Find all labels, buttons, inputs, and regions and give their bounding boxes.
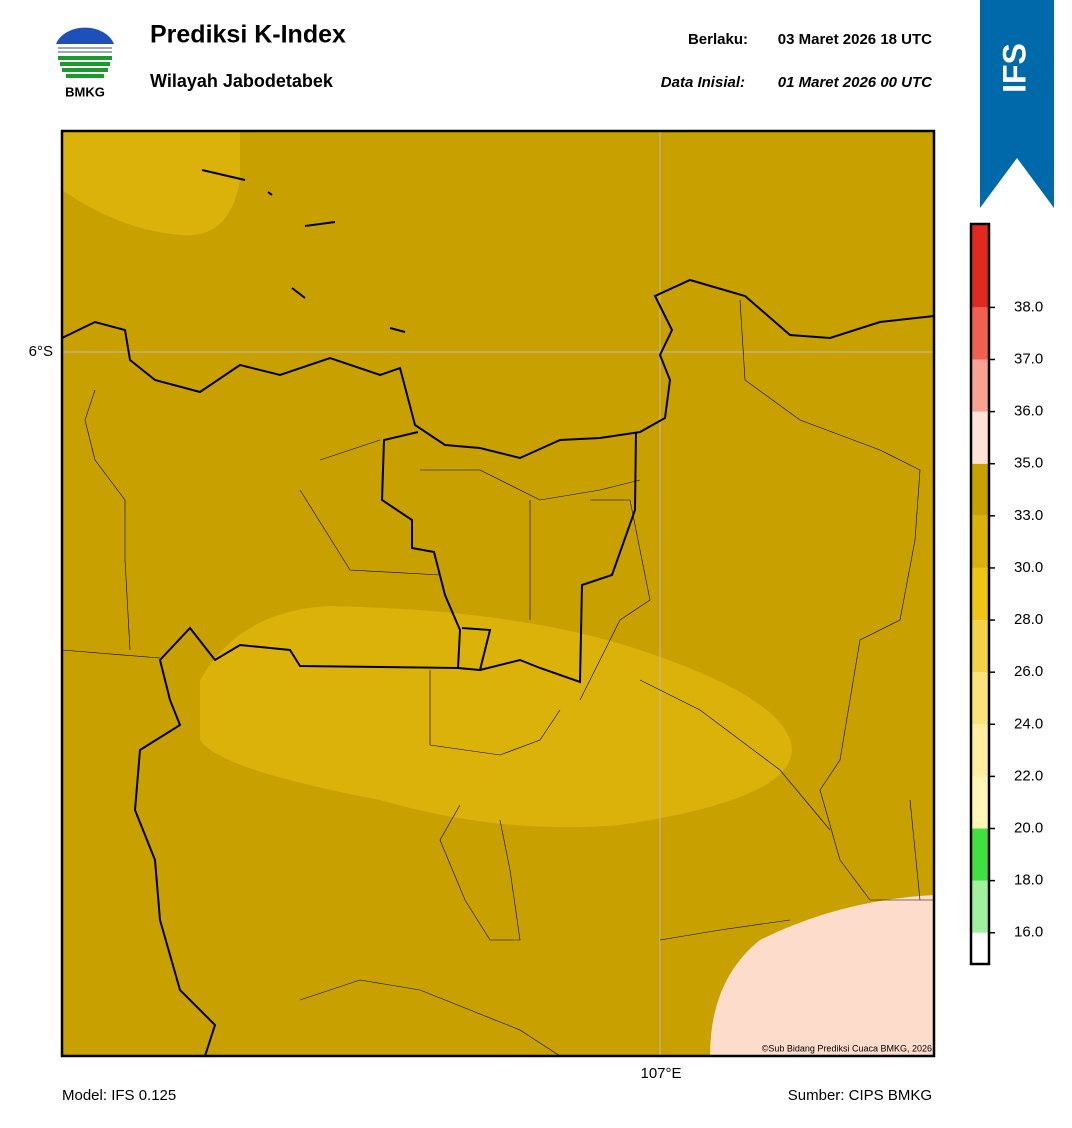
colorbar-segment [971, 620, 989, 673]
colorbar-tick-label: 37.0 [1014, 350, 1043, 367]
badge-text: IFS [996, 43, 1032, 93]
map [62, 131, 934, 1056]
colorbar-tick-label: 24.0 [1014, 715, 1043, 732]
colorbar-segment [971, 932, 989, 964]
logo [56, 27, 114, 78]
colorbar-segment [971, 359, 989, 412]
footer-source: Sumber: CIPS BMKG [788, 1087, 932, 1104]
colorbar: 16.0 18.0 20.0 22.0 24.0 26.0 28.0 30.0 33.0 35.0… [969, 222, 1043, 966]
colorbar-tick-label: 26.0 [1014, 663, 1043, 680]
colorbar-segment [971, 880, 989, 933]
colorbar-tick-label: 36.0 [1014, 403, 1043, 420]
subtitle: Wilayah Jabodetabek [150, 71, 334, 91]
colorbar-segment [971, 463, 989, 516]
valid-time: 03 Maret 2026 18 UTC [778, 31, 932, 48]
footer-model: Model: IFS 0.125 [62, 1087, 176, 1104]
colorbar-segment [971, 515, 989, 568]
logo-text: BMKG [65, 84, 105, 99]
colorbar-segment [971, 724, 989, 777]
colorbar-tick-label: 28.0 [1014, 611, 1043, 628]
lon-label: 107°E [640, 1065, 681, 1082]
colorbar-tick-label: 22.0 [1014, 767, 1043, 784]
colorbar-segment [971, 828, 989, 881]
valid-label: Berlaku: [688, 31, 748, 48]
colorbar-tick-label: 18.0 [1014, 872, 1043, 889]
title: Prediksi K-Index [150, 21, 346, 49]
colorbar-frame [969, 222, 991, 966]
colorbar-segment [971, 776, 989, 829]
colorbar-segment [971, 672, 989, 725]
colorbar-tick-label: 35.0 [1014, 455, 1043, 472]
colorbar-tick-label: 33.0 [1014, 507, 1043, 524]
init-time: 01 Maret 2026 00 UTC [778, 74, 933, 91]
colorbar-segment [971, 567, 989, 621]
badge [980, 0, 1054, 208]
credit: ©Sub Bidang Prediksi Cuaca BMKG, 2026 [762, 1043, 932, 1053]
colorbar-segment [971, 307, 989, 360]
colorbar-tick-label: 38.0 [1014, 298, 1043, 315]
colorbar-tick-label: 16.0 [1014, 924, 1043, 941]
init-label: Data Inisial: [661, 74, 745, 91]
map-frame [60, 129, 936, 1058]
colorbar-segment [971, 224, 989, 308]
lat-label: 6°S [29, 343, 53, 360]
colorbar-segment [971, 411, 989, 464]
colorbar-tick-label: 30.0 [1014, 559, 1043, 576]
colorbar-tick-label: 20.0 [1014, 819, 1043, 836]
